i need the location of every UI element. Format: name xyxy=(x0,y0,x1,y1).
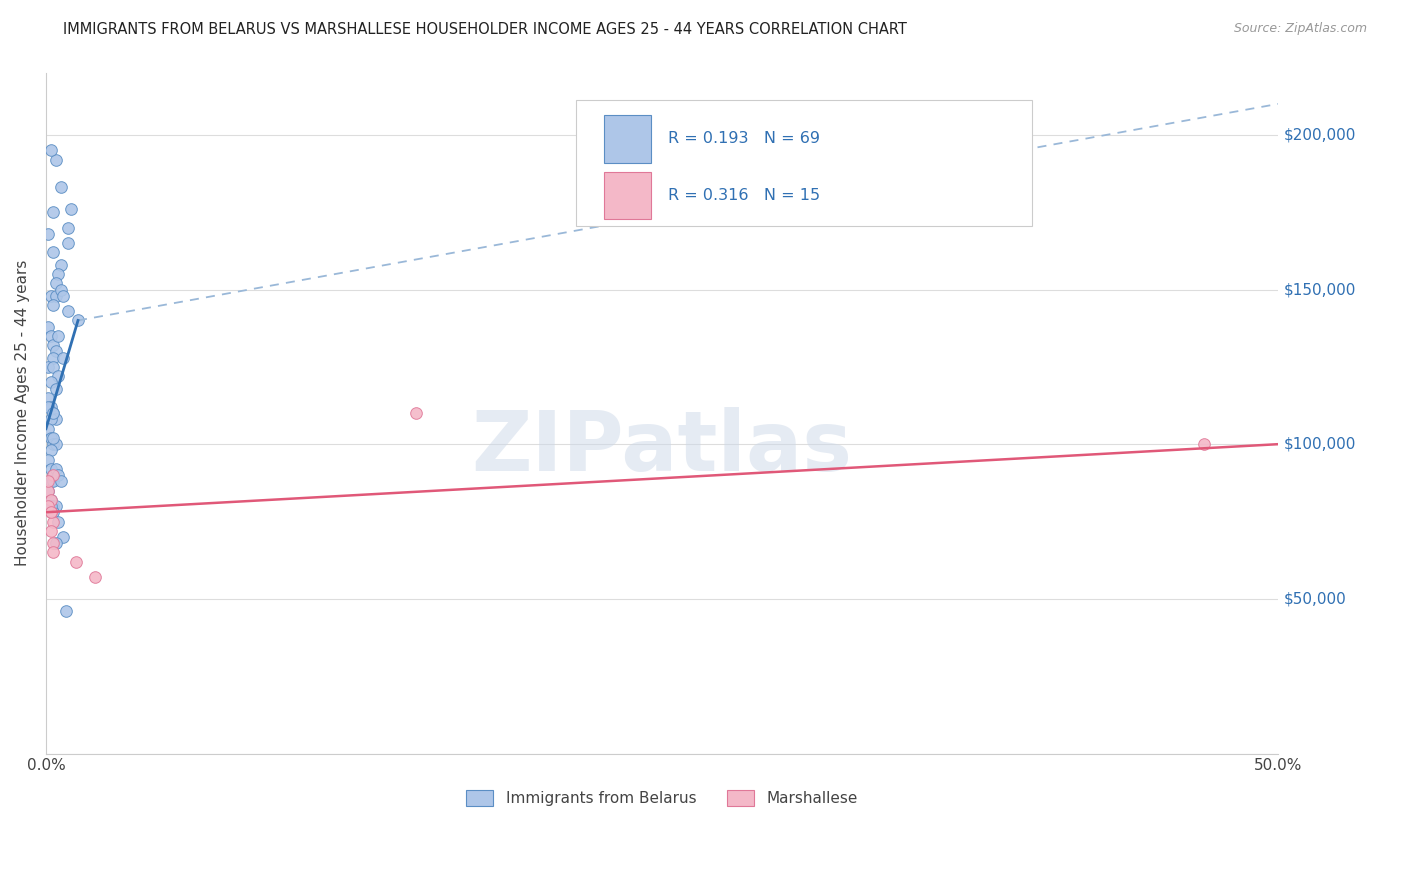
Point xyxy=(45,382,67,396)
Text: Source: ZipAtlas.com: Source: ZipAtlas.com xyxy=(1233,22,1367,36)
Point xyxy=(405,406,427,420)
Point xyxy=(42,505,65,519)
Point xyxy=(66,313,89,327)
Point xyxy=(52,530,75,544)
Point xyxy=(42,545,65,559)
Point xyxy=(42,536,65,550)
Point xyxy=(49,475,72,489)
Point xyxy=(42,245,65,260)
Point xyxy=(52,351,75,365)
Point xyxy=(42,431,65,445)
Point xyxy=(42,351,65,365)
FancyBboxPatch shape xyxy=(575,100,1032,226)
Point xyxy=(42,338,65,352)
Text: R = 0.316   N = 15: R = 0.316 N = 15 xyxy=(668,188,820,203)
Y-axis label: Householder Income Ages 25 - 44 years: Householder Income Ages 25 - 44 years xyxy=(15,260,30,566)
Point xyxy=(45,344,67,359)
Point xyxy=(39,505,62,519)
Point xyxy=(65,555,87,569)
Point xyxy=(37,483,59,498)
Point xyxy=(42,515,65,529)
Point xyxy=(37,475,59,489)
Point xyxy=(46,515,69,529)
Point xyxy=(45,536,67,550)
Point xyxy=(42,437,65,451)
Point xyxy=(37,400,59,414)
Point xyxy=(39,289,62,303)
Point xyxy=(46,369,69,384)
Point xyxy=(56,220,79,235)
Point xyxy=(37,359,59,374)
Point xyxy=(37,391,59,405)
Point xyxy=(45,412,67,426)
Point xyxy=(39,505,62,519)
Point xyxy=(46,267,69,281)
Text: $100,000: $100,000 xyxy=(1284,437,1357,451)
Point xyxy=(39,412,62,426)
Point xyxy=(39,376,62,390)
Point xyxy=(46,329,69,343)
Text: $150,000: $150,000 xyxy=(1284,282,1357,297)
Point xyxy=(37,422,59,436)
Text: ZIPatlas: ZIPatlas xyxy=(471,407,852,488)
Point xyxy=(39,431,62,445)
Point xyxy=(42,475,65,489)
Point xyxy=(56,304,79,318)
Point xyxy=(42,499,65,513)
Point xyxy=(45,277,67,291)
Point xyxy=(37,499,59,513)
Text: IMMIGRANTS FROM BELARUS VS MARSHALLESE HOUSEHOLDER INCOME AGES 25 - 44 YEARS COR: IMMIGRANTS FROM BELARUS VS MARSHALLESE H… xyxy=(63,22,907,37)
Point xyxy=(39,462,62,476)
Point xyxy=(37,452,59,467)
Point xyxy=(39,400,62,414)
Point xyxy=(39,499,62,513)
Point xyxy=(37,227,59,241)
Point xyxy=(39,492,62,507)
Point xyxy=(39,492,62,507)
Point xyxy=(46,468,69,483)
Legend: Immigrants from Belarus, Marshallese: Immigrants from Belarus, Marshallese xyxy=(458,782,866,814)
Text: R = 0.193   N = 69: R = 0.193 N = 69 xyxy=(668,131,820,146)
Point xyxy=(42,468,65,483)
Point xyxy=(42,406,65,420)
Point xyxy=(39,144,62,158)
Point xyxy=(42,359,65,374)
Text: $200,000: $200,000 xyxy=(1284,128,1357,143)
Point xyxy=(45,499,67,513)
Point xyxy=(56,236,79,251)
FancyBboxPatch shape xyxy=(605,171,651,219)
Point xyxy=(39,443,62,458)
Point xyxy=(1192,437,1215,451)
Point xyxy=(49,180,72,194)
FancyBboxPatch shape xyxy=(605,115,651,163)
Point xyxy=(49,283,72,297)
Point xyxy=(59,202,82,216)
Point xyxy=(42,298,65,312)
Point xyxy=(45,289,67,303)
Point xyxy=(39,524,62,538)
Point xyxy=(37,483,59,498)
Point xyxy=(84,570,107,584)
Point xyxy=(45,437,67,451)
Point xyxy=(49,258,72,272)
Point xyxy=(52,289,75,303)
Text: $50,000: $50,000 xyxy=(1284,591,1347,607)
Point xyxy=(39,329,62,343)
Point xyxy=(42,468,65,483)
Point xyxy=(39,475,62,489)
Point xyxy=(42,406,65,420)
Point xyxy=(55,604,77,618)
Point xyxy=(45,153,67,167)
Point xyxy=(45,462,67,476)
Point xyxy=(37,319,59,334)
Point xyxy=(42,205,65,219)
